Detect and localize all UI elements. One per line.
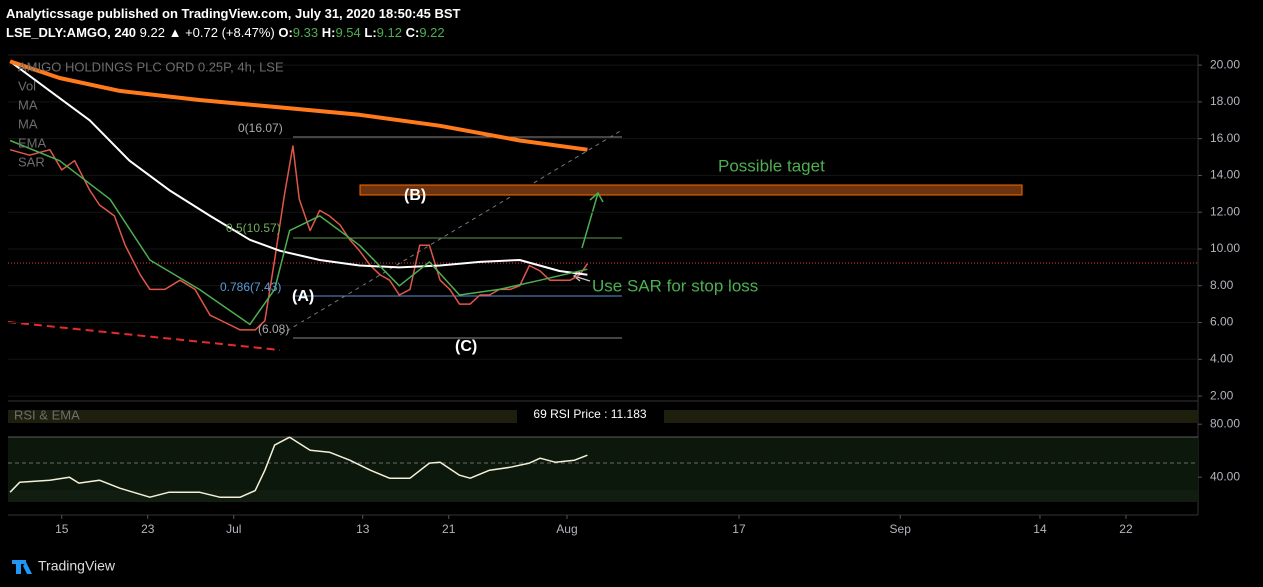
chart-title: AMIGO HOLDINGS PLC ORD 0.25P, 4h, LSE: [18, 59, 284, 74]
wave-label: (B): [404, 187, 426, 204]
y-tick-label: 20.00: [1210, 57, 1240, 71]
y-tick-label: 2.00: [1210, 388, 1234, 402]
symbol: LSE_DLY:AMGO, 240: [6, 25, 137, 40]
target-arrow: [581, 191, 604, 249]
wave-label: (C): [455, 338, 477, 355]
y-tick-label: 4.00: [1210, 351, 1234, 365]
y-tick-label: 16.00: [1210, 131, 1240, 145]
y-tick-label: 6.00: [1210, 315, 1234, 329]
x-tick-label: 15: [55, 522, 69, 536]
legend-entry: EMA: [18, 135, 47, 150]
target-zone: [359, 184, 1023, 196]
open-label: O:: [278, 25, 293, 40]
rsi-note: 69 RSI Price : 11.183: [533, 407, 647, 421]
x-tick-label: 13: [356, 522, 370, 536]
low: 9.12: [376, 25, 402, 40]
x-tick-label: 21: [442, 522, 456, 536]
low-label: L:: [364, 25, 377, 40]
rsi-title: RSI & EMA: [14, 407, 80, 422]
fib-label: (6.08): [258, 322, 289, 336]
x-tick-label: 22: [1119, 522, 1133, 536]
x-tick-label: Aug: [556, 522, 577, 536]
high: 9.54: [335, 25, 361, 40]
series-line: [9, 60, 588, 276]
fib-label: 0.5(10.57): [226, 221, 281, 235]
brand: TradingView: [38, 558, 116, 574]
x-tick-label: 14: [1033, 522, 1047, 536]
close-label: C:: [405, 25, 420, 40]
y-tick-label: 18.00: [1210, 94, 1240, 108]
x-tick-label: Jul: [226, 522, 241, 536]
legend-entry: MA: [18, 116, 38, 131]
x-tick-label: 23: [141, 522, 155, 536]
wave-label: (A): [292, 288, 314, 305]
y-tick-label: 80.00: [1210, 416, 1240, 430]
fib-label: 0(16.07): [238, 121, 283, 135]
y-tick-label: 40.00: [1210, 469, 1240, 483]
y-tick-label: 14.00: [1210, 168, 1240, 182]
legend-entry: MA: [18, 97, 38, 112]
change: ▲ +0.72 (+8.47%): [168, 25, 275, 40]
logo: [12, 560, 32, 574]
y-tick-label: 12.00: [1210, 204, 1240, 218]
series-line: [9, 59, 588, 152]
rsi-band: [8, 490, 1198, 502]
high-label: H:: [321, 25, 336, 40]
fib-label: 0.786(7.43): [220, 280, 281, 294]
last-price: 9.22: [139, 25, 165, 40]
x-tick-label: 17: [732, 522, 746, 536]
rsi-note-box: [517, 405, 664, 424]
annotation: Possible taget: [718, 156, 825, 175]
close: 9.22: [419, 25, 445, 40]
trend-line: [7, 321, 281, 351]
series-line: [9, 139, 588, 326]
y-tick-label: 8.00: [1210, 278, 1234, 292]
chart-layers: [7, 54, 1199, 516]
series-line: [9, 145, 589, 331]
legend-entry: SAR: [18, 154, 45, 169]
labels: AMIGO HOLDINGS PLC ORD 0.25P, 4h, LSE Vo…: [12, 59, 825, 574]
series-line: [9, 436, 588, 498]
y-tick-label: 10.00: [1210, 241, 1240, 255]
legend-entry: Vol: [18, 78, 36, 93]
fib-trend: [279, 129, 623, 336]
annotation: Use SAR for stop loss: [592, 276, 758, 295]
open: 9.33: [292, 25, 319, 40]
byline: Analyticssage published on TradingView.c…: [6, 6, 461, 21]
rsi-band: [8, 437, 1198, 490]
x-tick-label: Sep: [890, 522, 912, 536]
header: Analyticssage published on TradingView.c…: [6, 4, 460, 42]
